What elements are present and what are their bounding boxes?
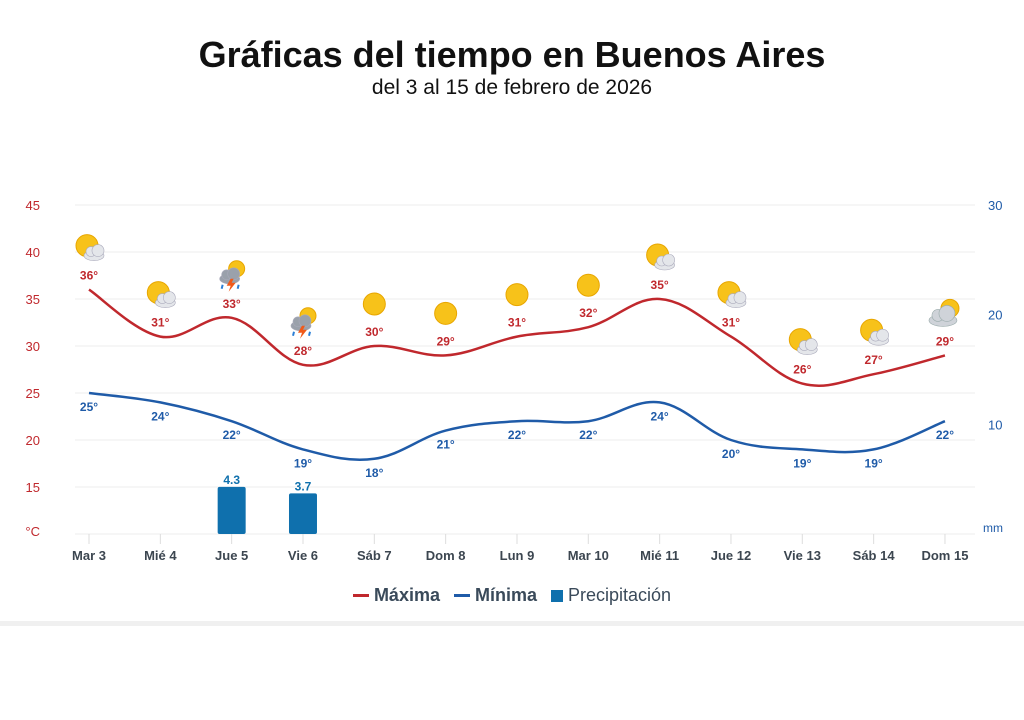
min-temp-label: 20°	[722, 447, 740, 461]
min-temp-label: 24°	[651, 409, 669, 423]
partly-sunny-icon	[146, 281, 176, 308]
x-tick-label: Lun 9	[500, 548, 535, 563]
legend-item-max[interactable]: Máxima	[352, 585, 440, 606]
legend-item-precip[interactable]: Precipitación	[551, 585, 671, 606]
min-temp-line	[88, 391, 946, 462]
y-right-tick: 30	[988, 198, 1002, 213]
legend-label-min: Mínima	[474, 585, 537, 605]
y-right-tick: 10	[988, 417, 1002, 432]
x-tick-label: Sáb 14	[853, 548, 896, 563]
min-temp-label: 19°	[793, 456, 811, 470]
min-temp-label: 21°	[437, 438, 455, 452]
min-temp-label: 22°	[223, 428, 241, 442]
max-temp-label: 29°	[936, 334, 954, 348]
chart-subtitle: del 3 al 15 de febrero de 2026	[371, 76, 653, 99]
max-temp-label: 27°	[865, 353, 883, 367]
x-tick-label: Mar 10	[568, 548, 609, 563]
x-tick-label: Mar 3	[72, 548, 106, 563]
max-temp-label: 36°	[80, 269, 98, 283]
sunny-icon	[505, 283, 529, 307]
max-temp-label: 31°	[151, 316, 169, 330]
x-tick-label: Dom 15	[921, 548, 968, 563]
min-temp-label: 19°	[865, 456, 883, 470]
max-temp-label: 31°	[508, 316, 526, 330]
x-tick-label: Jue 12	[711, 548, 751, 563]
y-right-tick: 20	[988, 308, 1002, 323]
divider	[0, 621, 1024, 626]
legend-swatch-max	[352, 594, 369, 597]
min-temp-label: 24°	[151, 409, 169, 423]
chart-title: Gráficas del tiempo en Buenos Aires	[198, 34, 826, 75]
thunderstorm-icon	[290, 307, 317, 339]
max-temp-line	[88, 288, 946, 387]
x-tick-label: Jue 5	[215, 548, 248, 563]
y-right-unit: mm	[983, 521, 1003, 535]
weather-chart: 15 20 25 30 35 40 45 °C 10 20 30 mm Mar 3 Mié 4 Jue 5 V…	[25, 198, 1003, 563]
partly-sunny-icon	[860, 318, 889, 346]
max-temp-label: 28°	[294, 344, 312, 358]
min-temp-label: 19°	[294, 456, 312, 470]
precip-label: 4.3	[223, 473, 240, 487]
max-temp-label: 26°	[793, 363, 811, 377]
thunderstorm-icon	[219, 260, 246, 292]
precip-bar	[217, 486, 246, 534]
max-temp-label: 31°	[722, 316, 740, 330]
y-left-unit: °C	[25, 524, 40, 539]
sunny-icon	[362, 292, 386, 316]
min-temp-label: 22°	[579, 428, 597, 442]
partly-sunny-icon	[646, 243, 675, 271]
legend-label-max: Máxima	[373, 585, 440, 605]
legend: Máxima Mínima Precipitación	[0, 585, 1024, 606]
y-left-tick: 20	[26, 433, 40, 448]
precip-bar	[288, 493, 317, 534]
x-tick-label: Dom 8	[426, 548, 466, 563]
min-temp-label: 25°	[80, 400, 98, 414]
max-temp-label: 35°	[651, 278, 669, 292]
y-left-tick: 30	[26, 339, 40, 354]
partly-sunny-icon	[717, 281, 747, 308]
x-tick-label: Sáb 7	[357, 548, 392, 563]
sunny-icon	[434, 301, 458, 325]
sunny-icon	[576, 273, 600, 297]
x-tick-label: Mié 4	[144, 548, 177, 563]
partly-sunny-icon	[788, 328, 818, 355]
max-temp-label: 29°	[437, 334, 455, 348]
partly-sunny-icon	[75, 234, 105, 261]
legend-label-precip: Precipitación	[568, 585, 672, 605]
y-left-tick: 35	[26, 292, 40, 307]
min-temp-label: 18°	[365, 466, 383, 480]
y-left-tick: 15	[26, 480, 40, 495]
min-temp-label: 22°	[508, 428, 526, 442]
min-temp-label: 22°	[936, 428, 954, 442]
x-tick-label: Mié 11	[640, 548, 679, 563]
x-tick-label: Vie 13	[784, 548, 821, 563]
y-left-tick: 45	[26, 198, 40, 213]
mostly-cloudy-icon	[928, 298, 960, 327]
max-temp-label: 30°	[365, 325, 383, 339]
legend-swatch-precip	[551, 589, 563, 602]
max-temp-label: 32°	[579, 306, 597, 320]
y-left-tick: 40	[26, 245, 40, 260]
y-left-tick: 25	[26, 386, 40, 401]
legend-swatch-min	[453, 594, 470, 597]
max-temp-label: 33°	[223, 297, 241, 311]
x-tick-label: Vie 6	[288, 548, 318, 563]
precip-label: 3.7	[295, 479, 312, 493]
legend-item-min[interactable]: Mínima	[453, 585, 537, 606]
